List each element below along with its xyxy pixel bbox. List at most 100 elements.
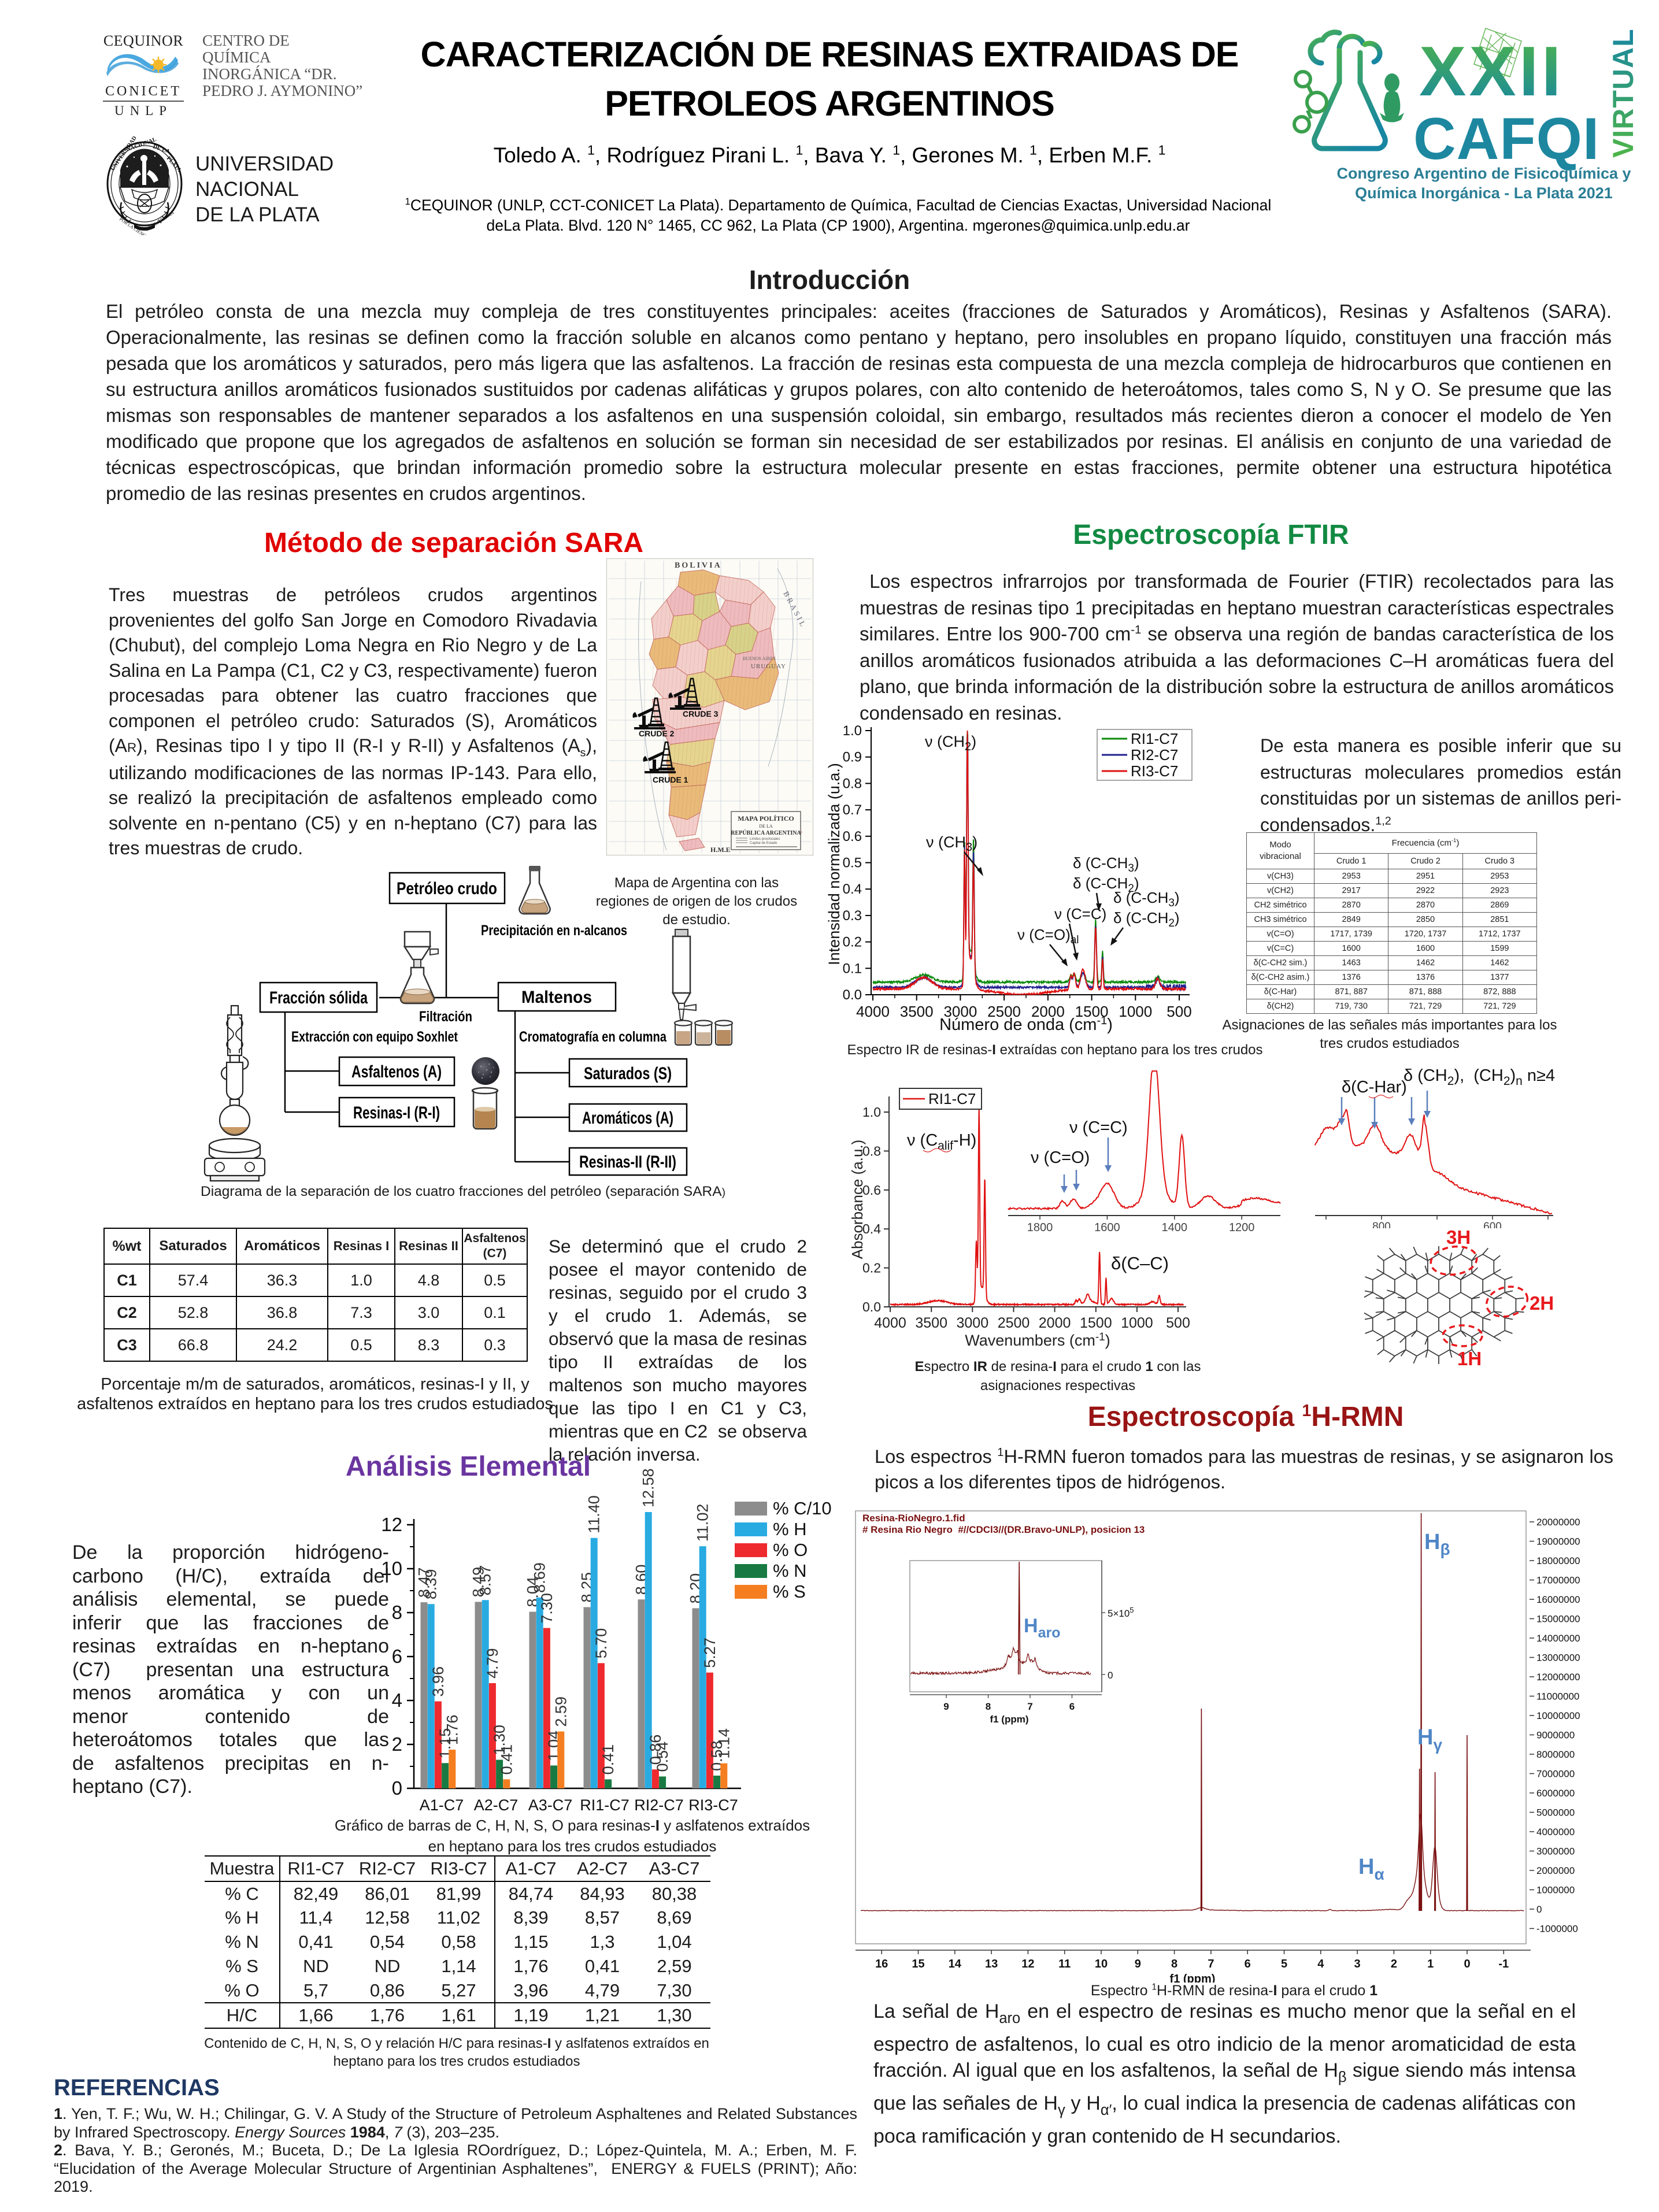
svg-text:δ (C-CH2): δ (C-CH2) bbox=[1073, 875, 1139, 895]
svg-text:9: 9 bbox=[1135, 1958, 1141, 1970]
svg-text:f1 (ppm): f1 (ppm) bbox=[990, 1714, 1028, 1725]
svg-text:3500: 3500 bbox=[915, 1315, 947, 1331]
svg-text:# Resina Rio Negro #//CDCl3//: # Resina Rio Negro #//CDCl3//(DR.Bravo-U… bbox=[862, 1524, 1145, 1535]
svg-text:3: 3 bbox=[1354, 1958, 1361, 1970]
svg-text:REPÚBLICA ARGENTINA: REPÚBLICA ARGENTINA bbox=[731, 829, 801, 836]
svg-text:12: 12 bbox=[1021, 1958, 1034, 1970]
svg-text:1500: 1500 bbox=[1075, 1003, 1109, 1020]
svg-text:URUGUAY: URUGUAY bbox=[751, 663, 786, 670]
svg-text:1.0: 1.0 bbox=[843, 723, 862, 739]
svg-text:4: 4 bbox=[392, 1689, 402, 1711]
svg-text:δ (C-CH3): δ (C-CH3) bbox=[1073, 854, 1139, 875]
svg-text:1.30: 1.30 bbox=[491, 1725, 508, 1755]
svg-text:600: 600 bbox=[1483, 1221, 1502, 1228]
svg-text:ν (C=C): ν (C=C) bbox=[1069, 1118, 1128, 1137]
svg-text:0.4: 0.4 bbox=[843, 881, 862, 897]
svg-text:2: 2 bbox=[1391, 1958, 1397, 1970]
svg-text:16000000: 16000000 bbox=[1536, 1594, 1580, 1605]
svg-text:0: 0 bbox=[392, 1777, 402, 1799]
svg-text:RI2-C7: RI2-C7 bbox=[1131, 746, 1178, 764]
svg-text:8.47: 8.47 bbox=[416, 1568, 433, 1598]
svg-text:8.69: 8.69 bbox=[531, 1562, 549, 1593]
svg-text:% N: % N bbox=[773, 1561, 807, 1581]
svg-text:Resinas-II (R-II): Resinas-II (R-II) bbox=[579, 1153, 676, 1172]
svg-text:2000: 2000 bbox=[1031, 1003, 1065, 1020]
svg-text:12: 12 bbox=[382, 1514, 402, 1535]
svg-text:Absorbance (a.u.): Absorbance (a.u.) bbox=[849, 1140, 866, 1259]
svg-text:0.6: 0.6 bbox=[862, 1183, 881, 1198]
svg-text:-1: -1 bbox=[1498, 1958, 1509, 1970]
svg-text:14: 14 bbox=[949, 1958, 962, 1970]
svg-text:1600: 1600 bbox=[1094, 1221, 1120, 1234]
svg-text:4000000: 4000000 bbox=[1536, 1826, 1575, 1837]
svg-text:8.39: 8.39 bbox=[423, 1569, 440, 1600]
svg-text:1500: 1500 bbox=[1080, 1315, 1112, 1331]
svg-text:500: 500 bbox=[1166, 1315, 1190, 1331]
svg-text:4000: 4000 bbox=[856, 1003, 890, 1020]
svg-text:δ (C-CH3): δ (C-CH3) bbox=[1113, 889, 1180, 909]
svg-text:BUENOS AIRES: BUENOS AIRES bbox=[743, 656, 776, 661]
svg-text:CAFQI: CAFQI bbox=[1413, 106, 1599, 172]
svg-text:% H: % H bbox=[773, 1519, 807, 1539]
svg-text:0.2: 0.2 bbox=[862, 1261, 881, 1276]
svg-text:17000000: 17000000 bbox=[1536, 1575, 1580, 1586]
svg-text:5×105: 5×105 bbox=[1108, 1606, 1134, 1619]
svg-text:10: 10 bbox=[382, 1558, 402, 1579]
svg-text:RI1-C7: RI1-C7 bbox=[928, 1090, 976, 1107]
svg-text:16: 16 bbox=[875, 1958, 888, 1970]
svg-text:12000000: 12000000 bbox=[1536, 1672, 1580, 1683]
svg-text:δ (C-CH2): δ (C-CH2) bbox=[1113, 909, 1180, 929]
svg-text:3.96: 3.96 bbox=[429, 1666, 447, 1697]
svg-text:8: 8 bbox=[1171, 1958, 1177, 1970]
svg-text:3000: 3000 bbox=[943, 1003, 977, 1020]
svg-text:14000000: 14000000 bbox=[1536, 1633, 1580, 1644]
svg-text:6: 6 bbox=[1245, 1958, 1251, 1970]
svg-text:1H: 1H bbox=[1457, 1348, 1482, 1369]
svg-text:13: 13 bbox=[985, 1958, 998, 1970]
svg-text:δ(C–C): δ(C–C) bbox=[1111, 1253, 1169, 1273]
svg-text:Número de onda (cm-1): Número de onda (cm-1) bbox=[939, 1014, 1113, 1034]
svg-text:7: 7 bbox=[1027, 1701, 1032, 1712]
svg-text:Congreso Argentino de Fisicoqu: Congreso Argentino de Fisicoquímica y bbox=[1336, 165, 1631, 182]
svg-text:MAPA POLÍTICO: MAPA POLÍTICO bbox=[738, 814, 794, 822]
svg-text:RI1-C7: RI1-C7 bbox=[1131, 730, 1178, 747]
svg-text:6000000: 6000000 bbox=[1536, 1788, 1575, 1799]
svg-text:RI2-C7: RI2-C7 bbox=[634, 1796, 684, 1814]
svg-text:13000000: 13000000 bbox=[1536, 1652, 1580, 1663]
svg-text:10000000: 10000000 bbox=[1536, 1710, 1580, 1721]
svg-text:6: 6 bbox=[392, 1646, 402, 1667]
svg-text:1800: 1800 bbox=[1027, 1221, 1053, 1234]
svg-text:1.76: 1.76 bbox=[443, 1715, 461, 1746]
svg-text:2000000: 2000000 bbox=[1536, 1865, 1575, 1876]
svg-text:0.1: 0.1 bbox=[843, 961, 862, 976]
svg-text:3000000: 3000000 bbox=[1536, 1846, 1575, 1857]
svg-text:3500: 3500 bbox=[900, 1003, 934, 1020]
svg-text:2500: 2500 bbox=[998, 1315, 1030, 1331]
svg-text:18000000: 18000000 bbox=[1536, 1555, 1580, 1566]
svg-text:ν (C=O): ν (C=O) bbox=[1031, 1148, 1090, 1167]
svg-text:8: 8 bbox=[986, 1701, 991, 1712]
svg-text:ν (C=C): ν (C=C) bbox=[1054, 905, 1106, 922]
svg-text:BOLIVIA: BOLIVIA bbox=[675, 561, 722, 570]
svg-text:δ (CH2), (CH2)n n≥4: δ (CH2), (CH2)n n≥4 bbox=[1404, 1066, 1555, 1088]
svg-text:H.M.E: H.M.E bbox=[710, 846, 731, 854]
svg-text:Intensidad normalizada (u.a.): Intensidad normalizada (u.a.) bbox=[825, 763, 843, 965]
svg-text:Química Inorgánica - La Plata: Química Inorgánica - La Plata 2021 bbox=[1355, 184, 1613, 202]
svg-text:0.8: 0.8 bbox=[862, 1143, 881, 1158]
svg-text:Filtración: Filtración bbox=[419, 1009, 472, 1025]
svg-text:6: 6 bbox=[1069, 1701, 1075, 1712]
svg-text:A1-C7: A1-C7 bbox=[420, 1796, 464, 1814]
svg-text:-1000000: -1000000 bbox=[1536, 1924, 1578, 1935]
svg-text:Limites provinciales: Limites provinciales bbox=[750, 838, 780, 841]
svg-text:δ(C-Har): δ(C-Har) bbox=[1342, 1078, 1407, 1096]
svg-text:5000000: 5000000 bbox=[1536, 1807, 1575, 1818]
svg-text:0: 0 bbox=[1536, 1904, 1542, 1915]
svg-text:11: 11 bbox=[1058, 1958, 1071, 1970]
svg-text:Saturados (S): Saturados (S) bbox=[584, 1064, 672, 1083]
svg-text:800: 800 bbox=[1372, 1221, 1391, 1228]
svg-text:0: 0 bbox=[1108, 1670, 1113, 1681]
svg-text:RI1-C7: RI1-C7 bbox=[580, 1796, 629, 1814]
svg-text:% C/10: % C/10 bbox=[773, 1498, 832, 1518]
svg-text:Aromáticos (A): Aromáticos (A) bbox=[582, 1109, 673, 1128]
svg-text:f1 (ppm): f1 (ppm) bbox=[1170, 1973, 1216, 1983]
